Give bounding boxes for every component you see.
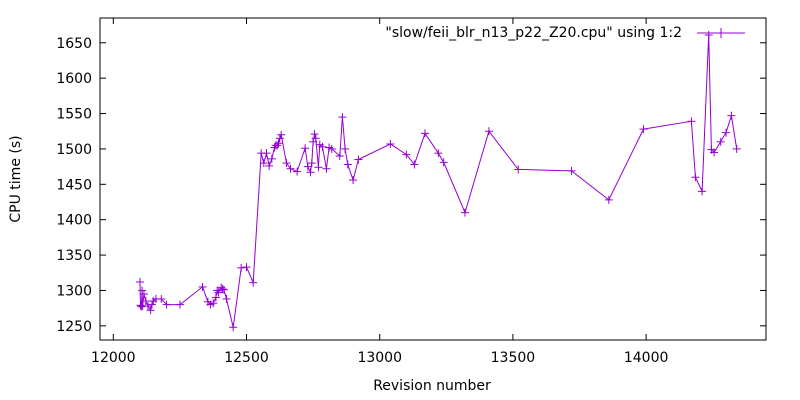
data-point [273,141,282,150]
plot-frame [99,17,767,341]
series-line [139,34,738,328]
y-tick-label: 1350 [56,248,92,264]
data-point [349,176,358,185]
data-point [218,285,227,294]
y-tick-label: 1550 [56,107,92,123]
data-point [209,299,218,308]
data-point [439,158,448,167]
x-tick-label: 13500 [491,350,536,366]
data-point [341,144,350,153]
data-point [335,152,344,160]
data-point [242,263,251,272]
data-point [157,294,166,303]
data-point [710,148,719,157]
data-point [311,134,320,143]
data-point [410,160,419,169]
x-tick-label: 12500 [224,350,269,366]
data-point [249,278,258,287]
data-point [604,195,613,204]
data-point [139,290,148,298]
data-point [687,117,696,126]
y-tick-label: 1250 [56,319,92,335]
data-point [229,323,238,332]
data-point [698,187,707,196]
data-point [434,149,443,158]
y-axis-label: CPU time (s) [8,135,24,222]
data-point [354,155,363,164]
data-point [198,282,207,291]
data-point [282,159,291,168]
data-point [222,294,231,303]
data-point [265,161,274,170]
axis-ticks [100,18,766,340]
data-points [135,30,741,332]
data-point [704,30,713,39]
legend-label: "slow/feii_blr_n13_p22_Z20.cpu" using 1:… [385,25,682,41]
data-point [141,297,150,306]
x-tick-label: 12000 [91,350,136,366]
data-point [267,154,276,163]
data-point [137,302,146,311]
data-point [214,288,223,297]
data-point [143,302,152,311]
data-point [421,129,430,138]
data-point [343,160,352,169]
data-point [402,150,411,159]
data-point [175,300,184,309]
data-point [259,159,268,168]
data-point [716,137,725,146]
data-point [138,286,147,295]
data-point [275,134,284,143]
data-point [219,285,228,294]
data-point [135,277,144,286]
data-point [262,149,271,158]
data-point [274,139,283,148]
legend-marker [716,28,726,38]
legend: "slow/feii_blr_n13_p22_Z20.cpu" using 1:… [385,25,745,41]
x-tick-label: 14000 [624,350,669,366]
data-point [322,164,331,173]
tick-labels: 1250 1300 1350 1400 1450 1500 1550 1600 1650 1200… [56,36,668,366]
data-point [307,159,316,168]
data-point [318,142,327,151]
data-point [327,144,336,153]
data-point [484,127,493,136]
y-tick-label: 1650 [56,36,92,52]
data-point [338,113,347,122]
data-point [237,263,246,272]
data-point [460,208,469,217]
data-point [722,128,731,137]
x-axis-label: Revision number [373,378,491,394]
y-tick-label: 1500 [56,142,92,158]
y-tick-label: 1300 [56,283,92,299]
data-point [386,139,395,148]
data-point [514,165,523,174]
data-point [567,166,576,175]
data-point [293,167,302,176]
x-tick-label: 13000 [357,350,402,366]
data-point [301,144,310,153]
y-tick-label: 1450 [56,177,92,193]
data-point [732,144,741,153]
data-point [147,300,156,309]
y-tick-label: 1400 [56,213,92,229]
data-point [691,173,700,182]
data-point [162,300,171,309]
data-point [286,164,295,173]
data-point [310,130,319,139]
data-point [303,162,312,171]
data-point [306,168,315,177]
data-point [639,125,648,134]
data-point [211,293,220,302]
y-tick-label: 1600 [56,71,92,87]
data-point [727,111,736,120]
data-point [277,130,286,139]
data-point [146,306,155,315]
data-point [136,301,145,310]
data-point [314,163,323,172]
